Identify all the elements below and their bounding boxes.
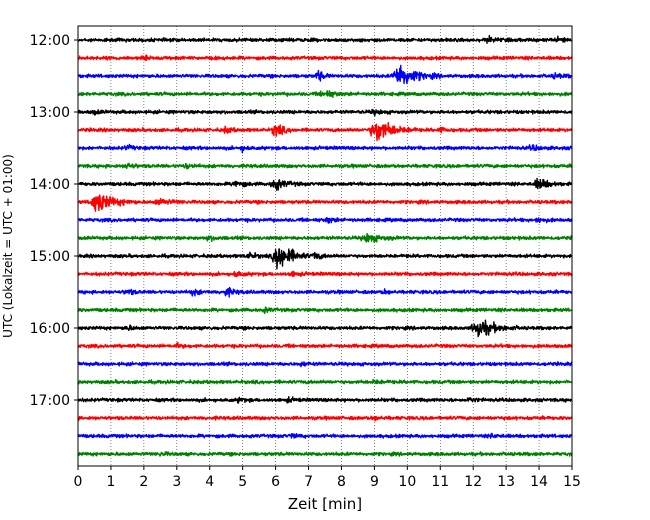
x-tick-label: 3 bbox=[172, 474, 181, 490]
trace-line bbox=[77, 341, 573, 349]
trace-line bbox=[77, 306, 573, 315]
x-tick-label: 10 bbox=[398, 474, 416, 490]
x-gridlines bbox=[110, 26, 540, 466]
trace-line bbox=[77, 64, 573, 85]
trace-line bbox=[77, 108, 573, 117]
x-tick-label: 12 bbox=[464, 474, 482, 490]
trace-line bbox=[77, 415, 573, 422]
trace-line bbox=[77, 121, 573, 142]
seismic-traces bbox=[77, 34, 573, 457]
x-tick-label: 14 bbox=[530, 474, 548, 490]
trace-line bbox=[77, 54, 573, 61]
trace-line bbox=[77, 432, 573, 439]
trace-line bbox=[77, 270, 573, 278]
trace-line bbox=[77, 378, 573, 385]
x-tick-label: 15 bbox=[563, 474, 581, 490]
trace-line bbox=[77, 90, 573, 99]
y-axis-label: UTC (Lokalzeit = UTC + 01:00) bbox=[1, 154, 15, 338]
x-tick-label: 6 bbox=[271, 474, 280, 490]
trace-line bbox=[77, 194, 573, 212]
trace-line bbox=[77, 395, 573, 404]
y-axis-ticks: 12:00 13:00 14:00 15:00 16:00 17:00 bbox=[30, 33, 78, 409]
x-tick-label: 7 bbox=[304, 474, 313, 490]
x-axis-ticks: 0 1 2 3 4 5 6 7 8 9 10 11 12 13 14 15 bbox=[74, 466, 581, 490]
plot-frame bbox=[77, 25, 573, 467]
x-tick-label: 11 bbox=[431, 474, 449, 490]
trace-line bbox=[77, 361, 573, 368]
x-tick-label: 1 bbox=[106, 474, 115, 490]
x-axis-label: Zeit [min] bbox=[288, 495, 362, 513]
trace-line bbox=[77, 248, 573, 270]
trace-line bbox=[77, 287, 573, 298]
trace-line bbox=[77, 232, 573, 243]
trace-line bbox=[77, 34, 573, 44]
trace-line bbox=[77, 143, 573, 154]
trace-line bbox=[77, 177, 573, 191]
trace-line bbox=[77, 451, 573, 457]
x-tick-label: 0 bbox=[74, 474, 83, 490]
trace-line bbox=[77, 319, 573, 338]
y-tick-label: 12:00 bbox=[30, 33, 70, 49]
x-tick-label: 9 bbox=[370, 474, 379, 490]
y-tick-label: 17:00 bbox=[30, 393, 70, 409]
y-tick-label: 13:00 bbox=[30, 105, 70, 121]
x-tick-label: 2 bbox=[139, 474, 148, 490]
y-tick-label: 16:00 bbox=[30, 321, 70, 337]
x-tick-label: 4 bbox=[205, 474, 214, 490]
x-tick-label: 13 bbox=[497, 474, 515, 490]
x-tick-label: 5 bbox=[238, 474, 247, 490]
trace-line bbox=[77, 162, 573, 170]
trace-line bbox=[77, 217, 573, 224]
y-tick-label: 14:00 bbox=[30, 177, 70, 193]
y-tick-label: 15:00 bbox=[30, 249, 70, 265]
x-tick-label: 8 bbox=[337, 474, 346, 490]
